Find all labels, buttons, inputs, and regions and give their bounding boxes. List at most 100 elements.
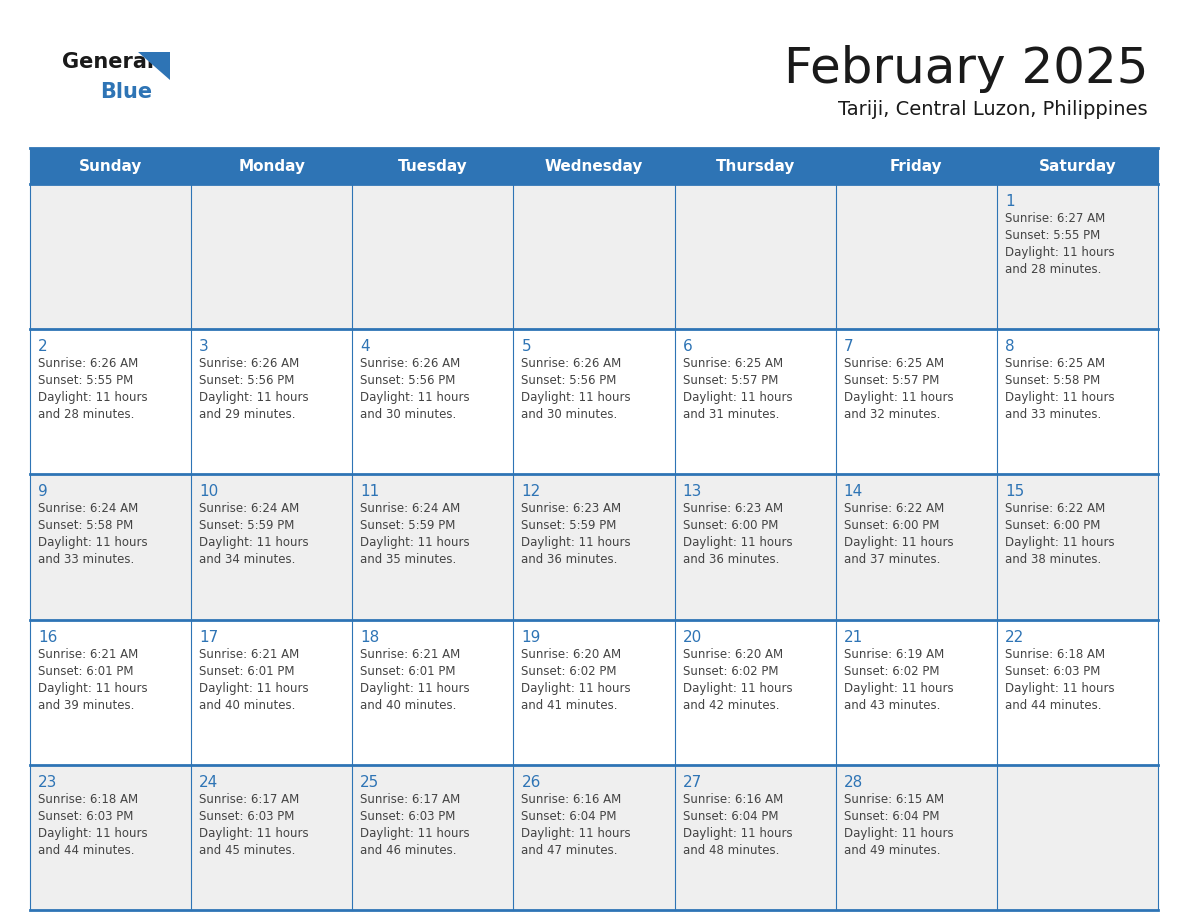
Text: and 41 minutes.: and 41 minutes. — [522, 699, 618, 711]
Text: Monday: Monday — [239, 159, 305, 174]
Text: February 2025: February 2025 — [784, 45, 1148, 93]
Text: 3: 3 — [200, 339, 209, 354]
Text: Daylight: 11 hours: Daylight: 11 hours — [200, 391, 309, 404]
Text: Daylight: 11 hours: Daylight: 11 hours — [522, 391, 631, 404]
Text: Daylight: 11 hours: Daylight: 11 hours — [38, 391, 147, 404]
Text: Daylight: 11 hours: Daylight: 11 hours — [1005, 246, 1114, 259]
Text: Sunset: 5:56 PM: Sunset: 5:56 PM — [360, 375, 456, 387]
Text: and 49 minutes.: and 49 minutes. — [843, 844, 940, 856]
Text: Sunrise: 6:24 AM: Sunrise: 6:24 AM — [200, 502, 299, 515]
Text: and 44 minutes.: and 44 minutes. — [1005, 699, 1101, 711]
Text: and 38 minutes.: and 38 minutes. — [1005, 554, 1101, 566]
Text: and 40 minutes.: and 40 minutes. — [360, 699, 456, 711]
Text: and 33 minutes.: and 33 minutes. — [1005, 409, 1101, 421]
Text: Sunrise: 6:20 AM: Sunrise: 6:20 AM — [683, 647, 783, 661]
Text: Sunset: 5:57 PM: Sunset: 5:57 PM — [843, 375, 939, 387]
Text: Daylight: 11 hours: Daylight: 11 hours — [360, 391, 470, 404]
Text: Daylight: 11 hours: Daylight: 11 hours — [360, 681, 470, 695]
Text: 2: 2 — [38, 339, 48, 354]
Text: Sunset: 6:04 PM: Sunset: 6:04 PM — [843, 810, 940, 823]
Text: 10: 10 — [200, 485, 219, 499]
Text: Tuesday: Tuesday — [398, 159, 468, 174]
Text: 13: 13 — [683, 485, 702, 499]
Text: 27: 27 — [683, 775, 702, 789]
Text: Daylight: 11 hours: Daylight: 11 hours — [38, 681, 147, 695]
Bar — [30, 475, 1158, 620]
Text: Sunrise: 6:16 AM: Sunrise: 6:16 AM — [683, 793, 783, 806]
Text: 28: 28 — [843, 775, 862, 789]
Text: 7: 7 — [843, 339, 853, 354]
Text: 11: 11 — [360, 485, 379, 499]
Text: Thursday: Thursday — [715, 159, 795, 174]
Text: Sunset: 6:02 PM: Sunset: 6:02 PM — [522, 665, 617, 677]
Text: Blue: Blue — [100, 82, 152, 102]
Text: Sunday: Sunday — [78, 159, 143, 174]
Text: Sunrise: 6:24 AM: Sunrise: 6:24 AM — [360, 502, 461, 515]
Text: and 29 minutes.: and 29 minutes. — [200, 409, 296, 421]
Text: Sunset: 5:55 PM: Sunset: 5:55 PM — [1005, 229, 1100, 242]
Text: 22: 22 — [1005, 630, 1024, 644]
Text: and 40 minutes.: and 40 minutes. — [200, 699, 296, 711]
Text: Daylight: 11 hours: Daylight: 11 hours — [683, 536, 792, 549]
Text: Daylight: 11 hours: Daylight: 11 hours — [843, 827, 953, 840]
Text: Tariji, Central Luzon, Philippines: Tariji, Central Luzon, Philippines — [839, 100, 1148, 119]
Text: Sunrise: 6:23 AM: Sunrise: 6:23 AM — [683, 502, 783, 515]
Text: Sunset: 5:55 PM: Sunset: 5:55 PM — [38, 375, 133, 387]
Text: and 48 minutes.: and 48 minutes. — [683, 844, 779, 856]
Text: and 35 minutes.: and 35 minutes. — [360, 554, 456, 566]
Text: Sunset: 5:56 PM: Sunset: 5:56 PM — [522, 375, 617, 387]
Text: and 28 minutes.: and 28 minutes. — [1005, 263, 1101, 276]
Text: and 31 minutes.: and 31 minutes. — [683, 409, 779, 421]
Text: Sunrise: 6:21 AM: Sunrise: 6:21 AM — [200, 647, 299, 661]
Bar — [30, 330, 1158, 475]
Text: 8: 8 — [1005, 339, 1015, 354]
Text: Sunrise: 6:25 AM: Sunrise: 6:25 AM — [1005, 357, 1105, 370]
Text: Sunset: 6:00 PM: Sunset: 6:00 PM — [843, 520, 939, 532]
Text: 15: 15 — [1005, 485, 1024, 499]
Text: and 43 minutes.: and 43 minutes. — [843, 699, 940, 711]
Text: Sunset: 6:01 PM: Sunset: 6:01 PM — [38, 665, 133, 677]
Text: 17: 17 — [200, 630, 219, 644]
Text: Daylight: 11 hours: Daylight: 11 hours — [683, 391, 792, 404]
Text: Sunrise: 6:25 AM: Sunrise: 6:25 AM — [683, 357, 783, 370]
Text: Sunrise: 6:17 AM: Sunrise: 6:17 AM — [360, 793, 461, 806]
Text: Daylight: 11 hours: Daylight: 11 hours — [200, 536, 309, 549]
Text: Sunrise: 6:17 AM: Sunrise: 6:17 AM — [200, 793, 299, 806]
Text: Sunset: 6:04 PM: Sunset: 6:04 PM — [683, 810, 778, 823]
Text: Sunset: 5:57 PM: Sunset: 5:57 PM — [683, 375, 778, 387]
Text: 25: 25 — [360, 775, 379, 789]
Text: Wednesday: Wednesday — [545, 159, 643, 174]
Text: Daylight: 11 hours: Daylight: 11 hours — [1005, 391, 1114, 404]
Text: Sunrise: 6:25 AM: Sunrise: 6:25 AM — [843, 357, 943, 370]
Text: Daylight: 11 hours: Daylight: 11 hours — [200, 827, 309, 840]
Text: Friday: Friday — [890, 159, 942, 174]
Text: 1: 1 — [1005, 194, 1015, 209]
Text: Sunrise: 6:20 AM: Sunrise: 6:20 AM — [522, 647, 621, 661]
Text: Daylight: 11 hours: Daylight: 11 hours — [360, 536, 470, 549]
Text: Sunrise: 6:27 AM: Sunrise: 6:27 AM — [1005, 212, 1105, 225]
Text: Daylight: 11 hours: Daylight: 11 hours — [683, 681, 792, 695]
Text: 4: 4 — [360, 339, 369, 354]
Text: Sunrise: 6:15 AM: Sunrise: 6:15 AM — [843, 793, 943, 806]
Bar — [30, 184, 1158, 330]
Polygon shape — [138, 52, 170, 80]
Text: and 39 minutes.: and 39 minutes. — [38, 699, 134, 711]
Text: Sunrise: 6:16 AM: Sunrise: 6:16 AM — [522, 793, 621, 806]
Text: Daylight: 11 hours: Daylight: 11 hours — [1005, 681, 1114, 695]
Text: 14: 14 — [843, 485, 862, 499]
Text: and 33 minutes.: and 33 minutes. — [38, 554, 134, 566]
Text: and 45 minutes.: and 45 minutes. — [200, 844, 296, 856]
Text: Daylight: 11 hours: Daylight: 11 hours — [522, 681, 631, 695]
Text: and 47 minutes.: and 47 minutes. — [522, 844, 618, 856]
Text: 24: 24 — [200, 775, 219, 789]
Text: Daylight: 11 hours: Daylight: 11 hours — [38, 536, 147, 549]
Text: Sunrise: 6:26 AM: Sunrise: 6:26 AM — [200, 357, 299, 370]
Text: Sunrise: 6:18 AM: Sunrise: 6:18 AM — [38, 793, 138, 806]
Text: and 46 minutes.: and 46 minutes. — [360, 844, 456, 856]
Text: Sunset: 6:02 PM: Sunset: 6:02 PM — [843, 665, 940, 677]
Text: and 30 minutes.: and 30 minutes. — [360, 409, 456, 421]
Text: 5: 5 — [522, 339, 531, 354]
Bar — [30, 148, 1158, 184]
Text: General: General — [62, 52, 154, 72]
Bar — [30, 765, 1158, 910]
